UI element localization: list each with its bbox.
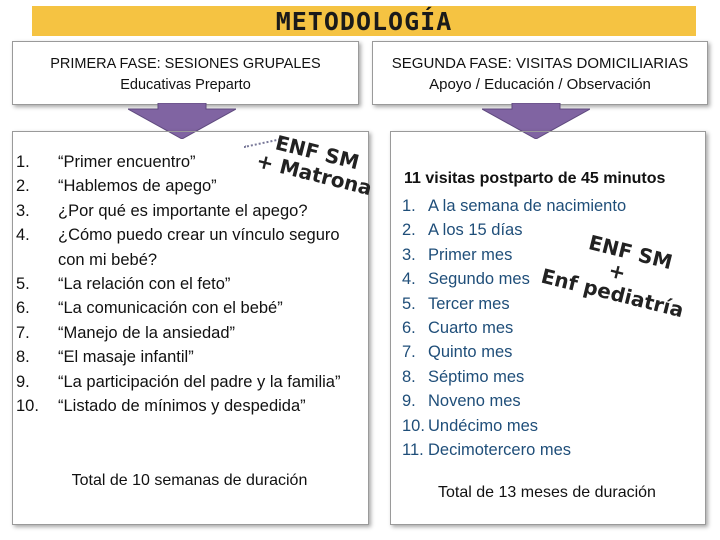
phase1-content-box <box>12 131 369 525</box>
list-item: 3. ¿Por qué es importante el apego? <box>16 201 308 220</box>
phase1-header-panel: PRIMERA FASE: SESIONES GRUPALES Educativ… <box>12 41 359 105</box>
list-item: 8. Séptimo mes <box>402 367 525 386</box>
phase2-total: Total de 13 meses de duración <box>438 484 656 501</box>
phase2-visits-heading: 11 visitas postparto de 45 minutos <box>404 170 666 187</box>
list-item: 4. Segundo mes <box>402 270 530 289</box>
list-item: 1. A la semana de nacimiento <box>402 197 627 215</box>
phase1-heading: PRIMERA FASE: SESIONES GRUPALES <box>50 56 321 72</box>
page-title: METODOLOGÍA <box>275 7 453 36</box>
title-banner: METODOLOGÍA <box>32 6 696 36</box>
list-item: 6. Cuarto mes <box>402 319 514 338</box>
list-item: 1. “Primer encuentro” <box>16 153 196 171</box>
phase2-heading: SEGUNDA FASE: VISITAS DOMICILIARIAS <box>391 55 689 72</box>
list-item: 7. Quinto mes <box>402 343 513 362</box>
phase1-subheading: Educativas Preparto <box>120 77 251 93</box>
phase1-down-arrow-icon <box>128 103 236 139</box>
list-item: 2. A los 15 días <box>402 221 523 240</box>
list-item: 9. “La participación del padre y la famil… <box>16 372 341 391</box>
list-item: 6. “La comunicación con el bebé” <box>16 299 283 318</box>
list-item: 7. “Manejo de la ansiedad” <box>16 323 236 342</box>
list-item: 9. Noveno mes <box>402 392 521 411</box>
phase1-total: Total de 10 semanas de duración <box>71 472 308 489</box>
phase2-down-arrow-icon <box>482 103 590 139</box>
phase2-visit-list: 1. A la semana de nacimiento 2. A los 15 d… <box>402 194 626 462</box>
list-item: 2. “Hablemos de apego” <box>16 177 217 196</box>
list-item: 8. “El masaje infantil” <box>16 348 194 367</box>
phase2-content-box <box>390 131 706 525</box>
list-item: 5. Tercer mes <box>402 294 510 313</box>
list-item: 4. ¿Cómo puedo crear un vínculo seguro co… <box>16 226 340 269</box>
phase1-session-list: 1. “Primer encuentro” 2. “Hablemos de apeg… <box>14 150 369 418</box>
phase2-header-panel: SEGUNDA FASE: VISITAS DOMICILIARIAS Apoy… <box>372 41 708 105</box>
list-item: 11. Decimotercero mes <box>402 441 572 460</box>
list-item: 10. Undécimo mes <box>402 416 539 435</box>
phase2-subheading: Apoyo / Educación / Observación <box>429 76 651 93</box>
list-item: 3. Primer mes <box>402 245 513 264</box>
list-item: 5. “La relación con el feto” <box>16 275 231 294</box>
list-item: 10. “Listado de mínimos y despedida” <box>16 397 306 416</box>
